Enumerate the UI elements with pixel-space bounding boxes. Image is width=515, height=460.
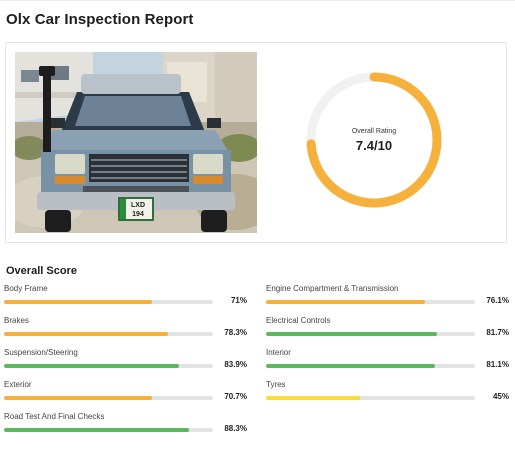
score-bar-track xyxy=(266,364,475,368)
overall-rating-ring: Overall Rating 7.4/10 xyxy=(303,69,445,211)
score-percent: 70.7% xyxy=(224,392,247,401)
score-label: Interior xyxy=(266,348,291,357)
score-item: Road Test And Final Checks 88.3% xyxy=(4,412,247,440)
score-label: Engine Compartment & Transmission xyxy=(266,284,399,293)
score-label: Road Test And Final Checks xyxy=(4,412,105,421)
score-percent: 83.9% xyxy=(224,360,247,369)
score-percent: 88.3% xyxy=(224,424,247,433)
svg-text:LXD: LXD xyxy=(131,202,145,209)
score-bar-fill xyxy=(4,396,152,400)
score-percent: 81.7% xyxy=(486,328,509,337)
score-bar-track xyxy=(4,428,213,432)
score-bar-fill xyxy=(4,428,189,432)
score-label: Body Frame xyxy=(4,284,48,293)
score-bar-fill xyxy=(266,300,426,304)
score-percent: 76.1% xyxy=(486,296,509,305)
score-item: Tyres 45% xyxy=(266,380,509,408)
rating-ring-progress xyxy=(306,72,442,208)
score-label: Suspension/Steering xyxy=(4,348,78,357)
top-divider xyxy=(0,0,515,1)
score-bar-track xyxy=(4,332,213,336)
score-bar-fill xyxy=(266,364,436,368)
score-bar-fill xyxy=(4,300,153,304)
score-item: Brakes 78.3% xyxy=(4,316,247,344)
score-item: Suspension/Steering 83.9% xyxy=(4,348,247,376)
score-bar-track xyxy=(4,364,213,368)
score-bar-fill xyxy=(4,332,168,336)
score-label: Tyres xyxy=(266,380,286,389)
score-percent: 78.3% xyxy=(224,328,247,337)
score-bar-track xyxy=(266,396,475,400)
score-item: Interior 81.1% xyxy=(266,348,509,376)
score-bar-fill xyxy=(4,364,180,368)
page-title: Olx Car Inspection Report xyxy=(6,11,194,28)
svg-text:194: 194 xyxy=(132,211,144,218)
score-label: Exterior xyxy=(4,380,32,389)
score-percent: 45% xyxy=(492,392,509,401)
score-bar-fill xyxy=(266,396,361,400)
score-bar-track xyxy=(4,300,213,304)
score-label: Electrical Controls xyxy=(266,316,331,325)
rating-ring-svg xyxy=(306,72,442,208)
score-bar-track xyxy=(4,396,213,400)
summary-card: LXD 194 Overall Rating 7.4/10 xyxy=(5,42,507,243)
score-label: Brakes xyxy=(4,316,29,325)
score-percent: 71% xyxy=(230,296,247,305)
score-bar-track xyxy=(266,332,475,336)
overall-score-heading: Overall Score xyxy=(6,265,77,277)
score-item: Exterior 70.7% xyxy=(4,380,247,408)
score-item: Body Frame 71% xyxy=(4,284,247,312)
score-bar-track xyxy=(266,300,475,304)
score-bar-fill xyxy=(266,332,437,336)
rating-label: Overall Rating xyxy=(351,127,397,135)
car-photo[interactable]: LXD 194 xyxy=(15,52,257,233)
score-percent: 81.1% xyxy=(486,360,509,369)
score-item: Electrical Controls 81.7% xyxy=(266,316,509,344)
score-item: Engine Compartment & Transmission 76.1% xyxy=(266,284,509,312)
rating-value: 7.4/10 xyxy=(355,137,393,153)
